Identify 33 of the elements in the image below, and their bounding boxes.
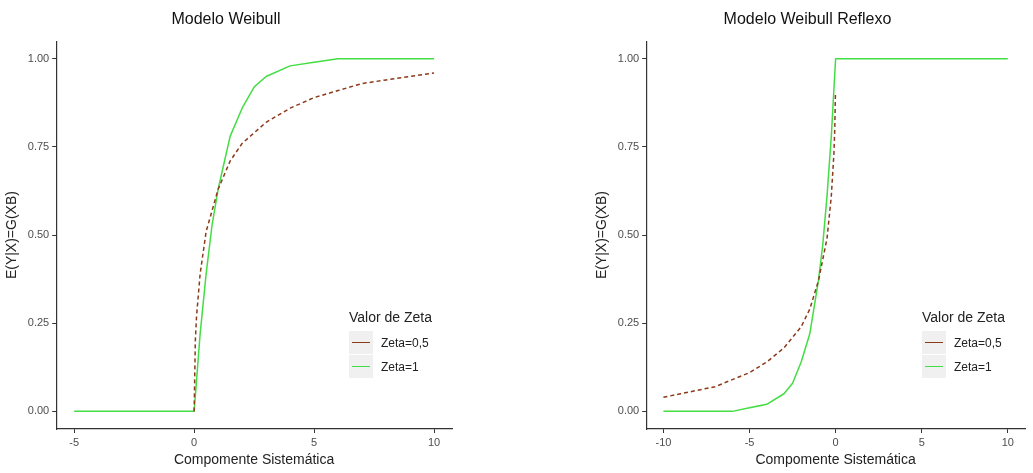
x-tick-label: -10 <box>655 435 672 448</box>
x-tick-label: 10 <box>427 435 441 448</box>
y-tick-label: 0.75 <box>617 139 640 152</box>
y-tick-label: 0.00 <box>27 404 50 417</box>
legend-label: Zeta=0,5 <box>954 336 1002 350</box>
legend-label: Zeta=0,5 <box>381 336 429 350</box>
y-tick-label: 0.00 <box>617 404 640 417</box>
y-axis-title: E(Y|X)=G(XB) <box>593 191 610 280</box>
y-axis-title: E(Y|X)=G(XB) <box>3 191 20 280</box>
x-tick-label: 5 <box>311 435 318 448</box>
x-tick-label: 10 <box>1001 435 1014 448</box>
chart-title: Modelo Weibull Reflexo <box>723 10 892 28</box>
y-tick-label: 1.00 <box>617 51 640 64</box>
legend-label: Zeta=1 <box>381 360 419 374</box>
line-series <box>193 72 435 413</box>
legend-label: Zeta=1 <box>954 360 992 374</box>
x-tick-label: 0 <box>832 435 839 448</box>
y-tick-label: 1.00 <box>27 51 50 64</box>
y-tick-label: 0.25 <box>617 316 640 329</box>
legend-title: Valor de Zeta <box>349 309 433 325</box>
y-tick-label: 0.50 <box>617 228 640 241</box>
x-tick-label: -5 <box>744 435 755 448</box>
chart-title: Modelo Weibull <box>171 10 281 28</box>
y-tick-label: 0.75 <box>27 139 50 152</box>
y-tick-label: 0.50 <box>27 228 50 241</box>
x-tick-label: -5 <box>69 435 80 448</box>
x-axis-title: Compomente Sistemática <box>755 451 916 468</box>
legend-title: Valor de Zeta <box>922 309 1006 325</box>
x-tick-label: 0 <box>191 435 198 448</box>
x-axis-title: Compomente Sistemática <box>173 451 335 468</box>
x-tick-label: 5 <box>918 435 925 448</box>
y-tick-label: 0.25 <box>27 316 50 329</box>
line-series <box>662 93 837 399</box>
